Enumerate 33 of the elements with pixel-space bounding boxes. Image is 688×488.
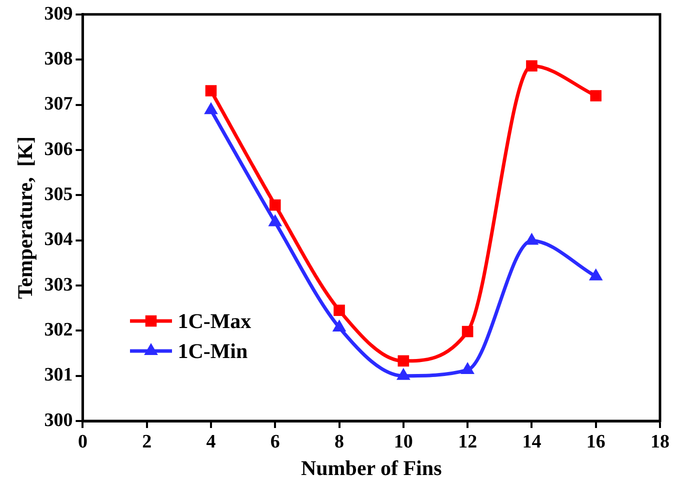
- y-tick-label: 308: [44, 48, 73, 70]
- y-tick-label: 306: [44, 138, 73, 160]
- point: [460, 362, 474, 374]
- legend-label: 1C-Max: [178, 308, 252, 334]
- x-tick-label: 12: [458, 431, 478, 452]
- y-tick-label: 302: [44, 320, 73, 341]
- y-axis-title: Temperature, [K]: [13, 136, 38, 300]
- x-tick-label: 4: [206, 431, 216, 452]
- x-tick-label: 14: [522, 431, 542, 452]
- point: [332, 319, 346, 332]
- y-tick-label: 307: [44, 94, 74, 115]
- point: [590, 90, 602, 102]
- y-tick-label: 305: [44, 184, 73, 206]
- x-tick-label: 16: [586, 431, 606, 452]
- x-axis-title: Number of Fins: [300, 456, 442, 480]
- legend-label: 1C-Min: [178, 338, 248, 364]
- point: [205, 85, 217, 96]
- point: [526, 60, 538, 72]
- point: [268, 214, 282, 226]
- point: [396, 368, 410, 380]
- point: [588, 268, 603, 280]
- y-tick-label: 309: [44, 3, 73, 24]
- x-tick-label: 8: [334, 431, 344, 452]
- x-tick-label: 10: [394, 431, 413, 452]
- point: [269, 199, 281, 211]
- x-tick-label: 0: [78, 431, 88, 452]
- y-tick-label: 300: [44, 410, 73, 431]
- x-tick-label: 18: [650, 431, 670, 452]
- y-tick-label: 303: [44, 274, 73, 296]
- x-tick-label: 6: [270, 431, 280, 452]
- x-tick-label: 2: [142, 431, 152, 452]
- y-tick-label: 301: [44, 364, 73, 386]
- y-tick-label: 304: [44, 229, 74, 250]
